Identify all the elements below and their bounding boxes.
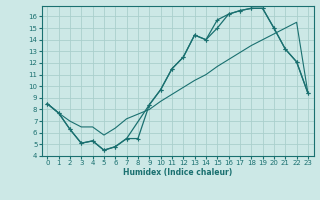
X-axis label: Humidex (Indice chaleur): Humidex (Indice chaleur) <box>123 168 232 177</box>
